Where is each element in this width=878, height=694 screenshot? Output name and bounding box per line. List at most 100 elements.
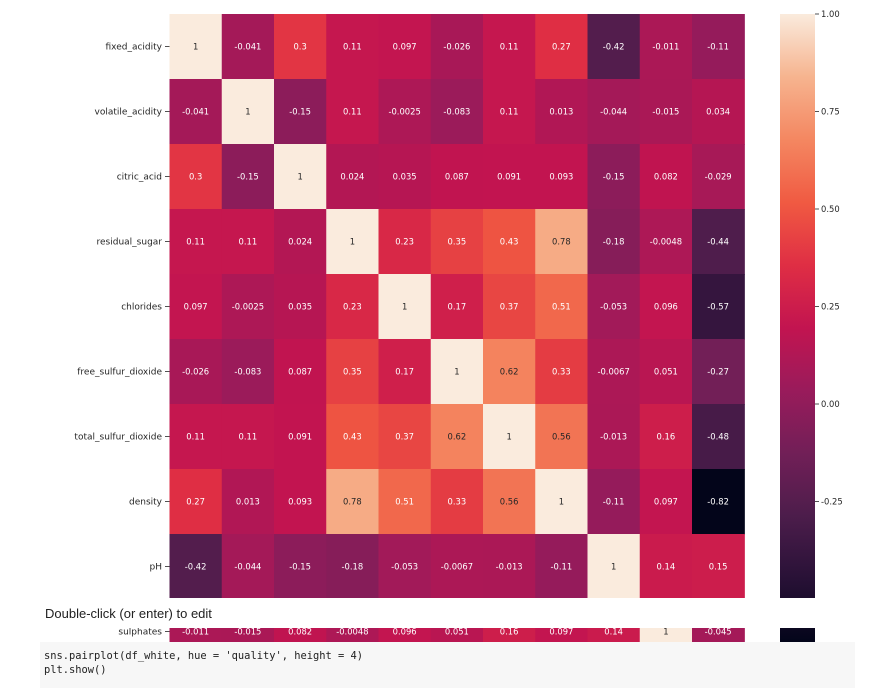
- cell-value-label: 0.093: [288, 497, 312, 507]
- cell-value-label: -0.011: [182, 627, 209, 637]
- code-cell[interactable]: [40, 642, 855, 688]
- heatmap-cell: [430, 144, 484, 210]
- cell-value-label: 0.16: [500, 627, 519, 637]
- heatmap-cell: [587, 339, 641, 405]
- heatmap-cell: [483, 404, 536, 470]
- cell-value-label: 0.16: [657, 432, 676, 442]
- heatmap-cell: [430, 209, 484, 275]
- heatmap-cell: [692, 79, 745, 145]
- cell-value-label: 0.087: [288, 367, 312, 377]
- heatmap-cell: [169, 144, 223, 210]
- heatmap-cell: [535, 79, 589, 145]
- cell-value-label: 0.093: [549, 172, 573, 182]
- heatmap-cells: 1 -0.041 0.3 0.11 0.097 -0.026 0.11 0.27 -0.42 -0…: [169, 14, 745, 642]
- heatmap-cell: [692, 404, 745, 470]
- cell-value-label: 0.097: [549, 627, 573, 637]
- cell-value-label: 1: [506, 432, 511, 442]
- heatmap-cell: [483, 144, 536, 210]
- heatmap-cell: [221, 209, 275, 275]
- heatmap-cell: [639, 144, 693, 210]
- cell-value-label: 0.11: [500, 107, 519, 117]
- heatmap-cell: [483, 209, 536, 275]
- heatmap-cell: [535, 14, 589, 80]
- cell-value-label: -0.026: [182, 367, 209, 377]
- heatmap-cell: [692, 534, 745, 600]
- heatmap-cell: [169, 339, 223, 405]
- heatmap-cell: [326, 209, 380, 275]
- colorbar: [780, 14, 815, 642]
- heatmap-cell: [274, 79, 327, 145]
- colorbar-tick-label: -0.25: [821, 497, 843, 507]
- heatmap-cell: [274, 209, 327, 275]
- cell-value-label: 0.33: [448, 497, 467, 507]
- cell-value-label: 0.082: [288, 627, 312, 637]
- cell-value-label: 1: [611, 562, 616, 572]
- colorbar-tick-label: 0.25: [821, 302, 840, 312]
- row-label: total_sulfur_dioxide: [74, 433, 162, 443]
- row-label: free_sulfur_dioxide: [77, 368, 162, 378]
- heatmap-cell: [378, 79, 432, 145]
- cell-value-label: -0.18: [342, 562, 364, 572]
- cell-value-label: -0.44: [707, 237, 729, 247]
- row-label: pH: [150, 563, 162, 573]
- cell-value-label: 0.27: [186, 497, 205, 507]
- cell-value-label: 0.62: [448, 432, 467, 442]
- cell-value-label: -0.0048: [650, 237, 682, 247]
- cell-value-label: 1: [350, 237, 355, 247]
- heatmap-cell: [378, 144, 432, 210]
- heatmap-cell: [639, 209, 693, 275]
- heatmap-cell: [221, 469, 275, 535]
- cell-value-label: -0.42: [603, 42, 625, 52]
- heatmap-cell: [326, 339, 380, 405]
- heatmap-cell: [378, 14, 432, 80]
- cell-value-label: -0.0048: [336, 627, 368, 637]
- correlation-heatmap: 1 -0.041 0.3 0.11 0.097 -0.026 0.11 0.27 -0.42 -0…: [74, 9, 843, 642]
- cell-value-label: -0.15: [289, 562, 311, 572]
- heatmap-cell: [587, 209, 641, 275]
- heatmap-cell: [169, 14, 223, 80]
- heatmap-cell: [639, 534, 693, 600]
- cell-value-label: 0.17: [448, 302, 467, 312]
- heatmap-cell: [587, 144, 641, 210]
- cell-value-label: -0.053: [600, 302, 627, 312]
- code-line-2: plt.show(): [44, 664, 107, 676]
- cell-value-label: 0.23: [395, 237, 414, 247]
- heatmap-cell: [274, 274, 327, 340]
- cell-value-label: -0.026: [443, 42, 470, 52]
- cell-value-label: -0.15: [237, 172, 259, 182]
- cell-value-label: -0.11: [707, 42, 729, 52]
- cell-value-label: 0.35: [343, 367, 362, 377]
- cell-value-label: -0.015: [234, 627, 261, 637]
- edit-prompt: Double-click (or enter) to edit: [45, 606, 212, 621]
- heatmap-cell: [274, 144, 327, 210]
- cell-value-label: -0.044: [600, 107, 627, 117]
- cell-value-label: -0.0025: [388, 107, 420, 117]
- heatmap-cell: [587, 469, 641, 535]
- cell-value-label: -0.57: [707, 302, 729, 312]
- cell-value-label: 0.11: [343, 42, 362, 52]
- cell-value-label: 0.37: [395, 432, 414, 442]
- heatmap-cell: [587, 79, 641, 145]
- cell-value-label: 0.43: [500, 237, 519, 247]
- cell-value-label: 0.23: [343, 302, 362, 312]
- colorbar-tick-label: 0.00: [821, 399, 840, 409]
- cell-value-label: 0.14: [604, 627, 623, 637]
- heatmap-cell: [639, 339, 693, 405]
- heatmap-cell: [535, 209, 589, 275]
- cell-value-label: -0.029: [705, 172, 732, 182]
- cell-value-label: -0.041: [234, 42, 261, 52]
- heatmap-cell: [221, 79, 275, 145]
- cell-value-label: 0.013: [236, 497, 260, 507]
- heatmap-cell: [587, 14, 641, 80]
- cell-value-label: 0.43: [343, 432, 362, 442]
- heatmap-cell: [639, 79, 693, 145]
- heatmap-cell: [430, 14, 484, 80]
- text-cell-edit-bar[interactable]: [0, 598, 878, 628]
- cell-value-label: 1: [297, 172, 302, 182]
- cell-value-label: -0.011: [652, 42, 679, 52]
- heatmap-cell: [169, 274, 223, 340]
- heatmap-cell: [326, 534, 380, 600]
- heatmap-cell: [692, 469, 745, 535]
- cell-value-label: 0.11: [186, 432, 205, 442]
- cell-value-label: 0.11: [239, 237, 258, 247]
